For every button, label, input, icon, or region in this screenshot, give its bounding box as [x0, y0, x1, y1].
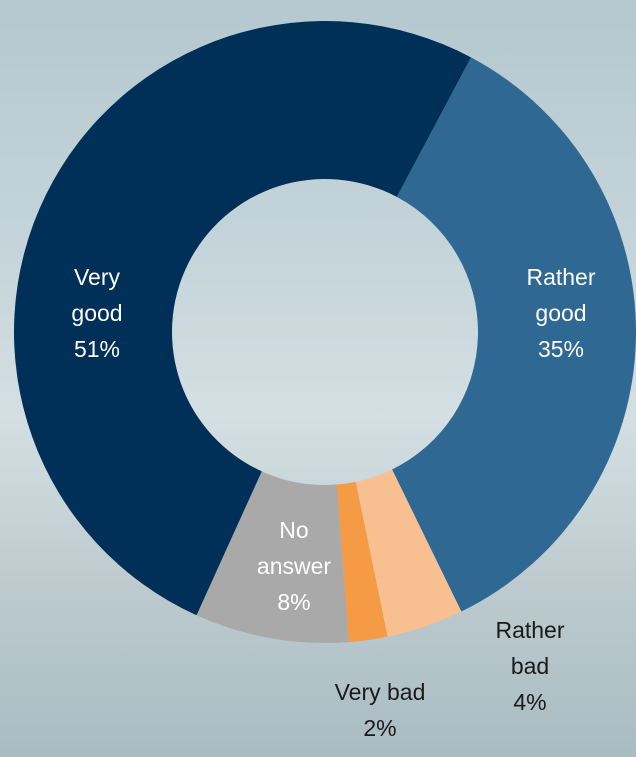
slice-label-very-good: Very good 51% — [71, 264, 122, 362]
slice-very-good — [13, 20, 472, 616]
slice-no-answer — [196, 471, 349, 643]
slice-name-label: Very — [74, 264, 121, 290]
slice-name-label: Rather — [495, 617, 564, 643]
slice-value-label: 2% — [363, 715, 396, 741]
slice-name-label: Rather — [526, 264, 595, 290]
slice-label-very-bad: Very bad 2% — [335, 679, 426, 741]
donut-slices — [13, 20, 636, 643]
slice-name-label: good — [535, 300, 586, 326]
slice-label-no-answer: No answer 8% — [257, 517, 331, 615]
slice-rather-good — [392, 57, 636, 612]
slice-rather-bad — [355, 469, 462, 637]
slice-label-rather-bad: Rather bad 4% — [495, 617, 564, 715]
slice-name-label: No — [279, 517, 308, 543]
slice-value-label: 8% — [277, 589, 310, 615]
slice-name-label: answer — [257, 553, 331, 579]
slice-labels: Rather good 35% Rather bad 4% Very bad 2% No answ… — [71, 264, 595, 741]
slice-very-bad — [336, 481, 388, 643]
slice-value-label: 4% — [513, 689, 546, 715]
slice-value-label: 35% — [538, 336, 584, 362]
slice-name-label: Very bad — [335, 679, 426, 705]
slice-name-label: bad — [511, 653, 549, 679]
slice-value-label: 51% — [74, 336, 120, 362]
slice-label-rather-good: Rather good 35% — [526, 264, 595, 362]
slice-name-label: good — [71, 300, 122, 326]
